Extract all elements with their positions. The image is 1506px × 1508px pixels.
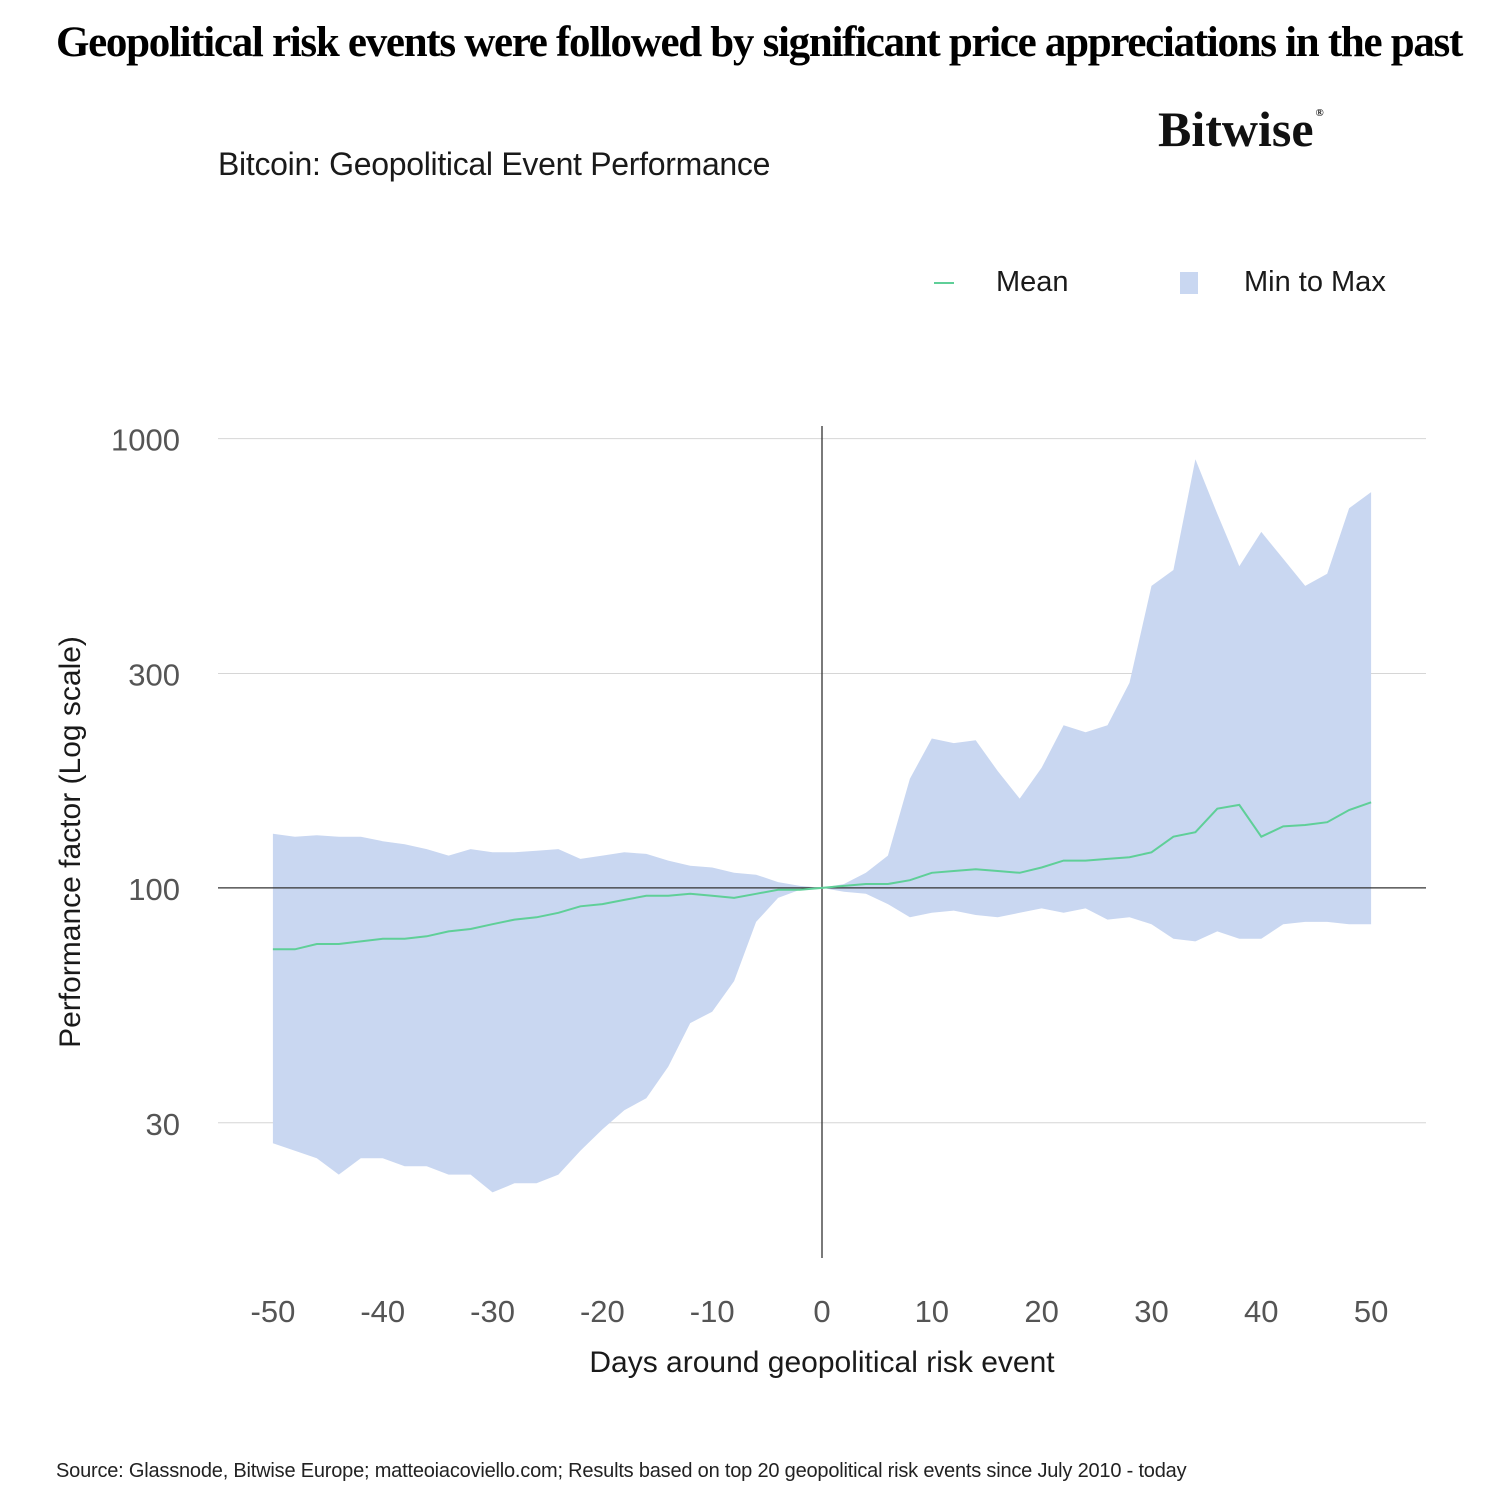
registered-mark: ® [1315, 107, 1324, 120]
x-tick-label: 20 [1024, 1294, 1058, 1329]
legend-label-mean: Mean [996, 266, 1069, 298]
y-tick-label: 30 [146, 1107, 180, 1142]
x-tick-label: -50 [251, 1294, 296, 1329]
x-tick-label: 0 [813, 1294, 830, 1329]
source-note: Source: Glassnode, Bitwise Europe; matte… [56, 1460, 1187, 1482]
x-tick-label: 40 [1244, 1294, 1278, 1329]
min-max-band [272, 459, 1372, 1193]
mean-line [272, 801, 1372, 951]
x-tick-label: -40 [360, 1294, 405, 1329]
x-tick-label: -10 [690, 1294, 735, 1329]
bitwise-logo: Bitwise ® [1158, 100, 1324, 158]
legend-line-swatch [934, 281, 954, 284]
x-tick-label: 30 [1134, 1294, 1168, 1329]
headline: Geopolitical risk events were followed b… [56, 19, 1463, 66]
x-tick-label: 10 [915, 1294, 949, 1329]
brand-name: Bitwise [1158, 101, 1314, 157]
y-tick-label: 1000 [111, 423, 180, 458]
legend-item-range: Min to Max [1180, 266, 1386, 299]
chart-plot: 30 100 300 1000 -50 -40 -30 -20 -10 0 10 20 30 40 50 Da… [54, 423, 1426, 1379]
x-tick-label: -20 [580, 1294, 625, 1329]
legend-item-mean: Mean [934, 266, 1069, 299]
legend-square-swatch [1180, 271, 1198, 294]
x-tick-label: 50 [1354, 1294, 1388, 1329]
y-axis-title: Performance factor (Log scale) [54, 636, 87, 1048]
legend-label-range: Min to Max [1244, 266, 1386, 298]
x-tick-label: -30 [470, 1294, 515, 1329]
y-tick-label: 100 [128, 872, 180, 907]
y-tick-label: 300 [128, 658, 180, 693]
chart-title: Bitcoin: Geopolitical Event Performance [218, 146, 771, 182]
x-axis-title: Days around geopolitical risk event [589, 1346, 1055, 1379]
